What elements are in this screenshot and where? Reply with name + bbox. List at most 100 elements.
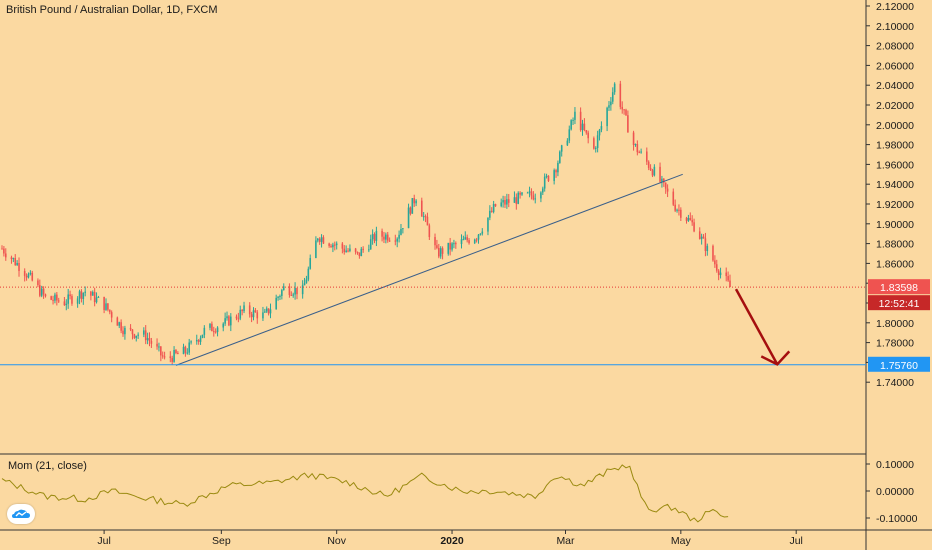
candle-body — [451, 243, 453, 250]
candle-body — [184, 346, 187, 353]
candle-body — [712, 245, 714, 261]
last-price-label: 1.83598 — [880, 282, 918, 294]
candle-body — [453, 243, 455, 245]
price-tick-label: 2.08000 — [876, 41, 914, 53]
candle-body — [129, 327, 132, 330]
candle-body — [95, 297, 98, 303]
candle-body — [407, 207, 410, 229]
candle-body — [177, 353, 179, 355]
candle-body — [557, 162, 559, 173]
price-tick-label: 2.10000 — [876, 21, 914, 33]
time-tick-label: Sep — [212, 535, 231, 547]
candle-body — [506, 199, 508, 205]
candle-body — [52, 299, 54, 301]
candle-body — [672, 191, 675, 205]
candle-body — [438, 247, 440, 257]
candle-body — [572, 119, 574, 121]
candle-body — [175, 350, 177, 354]
candle-body — [23, 270, 26, 276]
candle-body — [428, 225, 431, 238]
candle-body — [332, 244, 334, 248]
price-tick-label: 2.00000 — [876, 120, 914, 132]
candle-body — [381, 230, 383, 237]
candle-body — [18, 263, 20, 271]
candle-body — [235, 316, 238, 319]
candle-body — [277, 296, 279, 298]
candle-body — [328, 243, 330, 246]
candle-body — [632, 132, 635, 145]
candle-body — [579, 111, 582, 131]
candle-body — [3, 248, 5, 254]
support-label: 1.75760 — [880, 360, 918, 372]
candle-body — [532, 195, 535, 200]
candle-body — [110, 312, 113, 318]
candle-body — [649, 167, 652, 171]
candle-body — [124, 327, 126, 335]
candle-body — [479, 233, 482, 235]
candle-body — [241, 309, 243, 312]
candle-body — [57, 300, 60, 302]
candle-body — [120, 322, 122, 331]
time-tick-label: Mar — [556, 535, 575, 547]
candle-body — [386, 234, 389, 241]
candle-body — [600, 126, 603, 130]
candle-body — [345, 250, 347, 253]
time-tick-label: Jul — [789, 535, 802, 547]
candle-body — [173, 350, 175, 362]
drawings: 1.83598 12:52:41 1.75760 — [0, 173, 930, 372]
candle-body — [90, 291, 92, 296]
candle-body — [190, 341, 192, 343]
candle-body — [107, 303, 109, 310]
candle-body — [666, 188, 669, 192]
candle-body — [103, 296, 105, 310]
candle-body — [570, 120, 572, 130]
candle-body — [305, 279, 308, 284]
candle-body — [714, 260, 716, 265]
candle-body — [137, 334, 139, 336]
candle-body — [358, 252, 361, 257]
candle-body — [473, 239, 476, 244]
candle-body — [559, 151, 561, 163]
time-tick-label: Nov — [327, 535, 346, 547]
candle-body — [347, 250, 349, 252]
candle-body — [689, 217, 692, 221]
candle-body — [687, 217, 690, 221]
candle-body — [362, 248, 364, 250]
price-tick-label: 1.94000 — [876, 179, 914, 191]
tradingview-logo[interactable] — [7, 504, 35, 524]
candle-body — [144, 330, 147, 341]
price-tick-label: 1.90000 — [876, 219, 914, 231]
time-tick-label: Jul — [97, 535, 110, 547]
candle-body — [80, 291, 83, 299]
candle-body — [583, 123, 586, 131]
candle-body — [394, 240, 397, 242]
candle-body — [158, 346, 160, 348]
candle-body — [296, 287, 298, 295]
candle-body — [477, 234, 480, 240]
candle-body — [566, 140, 569, 146]
candle-body — [307, 268, 310, 280]
candle-body — [360, 248, 363, 257]
candle-body — [608, 105, 610, 108]
candle-body — [108, 309, 111, 313]
candle-body — [596, 135, 599, 148]
candle-body — [466, 237, 468, 241]
candle-body — [27, 274, 30, 278]
candle-body — [122, 330, 124, 335]
candle-body — [316, 238, 319, 241]
candle-body — [267, 308, 270, 314]
candle-body — [150, 340, 153, 344]
candle-body — [638, 152, 641, 154]
candle-body — [646, 151, 648, 162]
candle-body — [211, 323, 213, 332]
candle-body — [621, 106, 624, 110]
candle-body — [341, 243, 344, 249]
candle-body — [343, 248, 346, 253]
candle-body — [356, 251, 359, 253]
candle-body — [543, 176, 546, 189]
candle-body — [256, 312, 259, 319]
candle-body — [63, 301, 66, 306]
candle-body — [475, 239, 478, 241]
price-tick-label: 1.80000 — [876, 318, 914, 330]
